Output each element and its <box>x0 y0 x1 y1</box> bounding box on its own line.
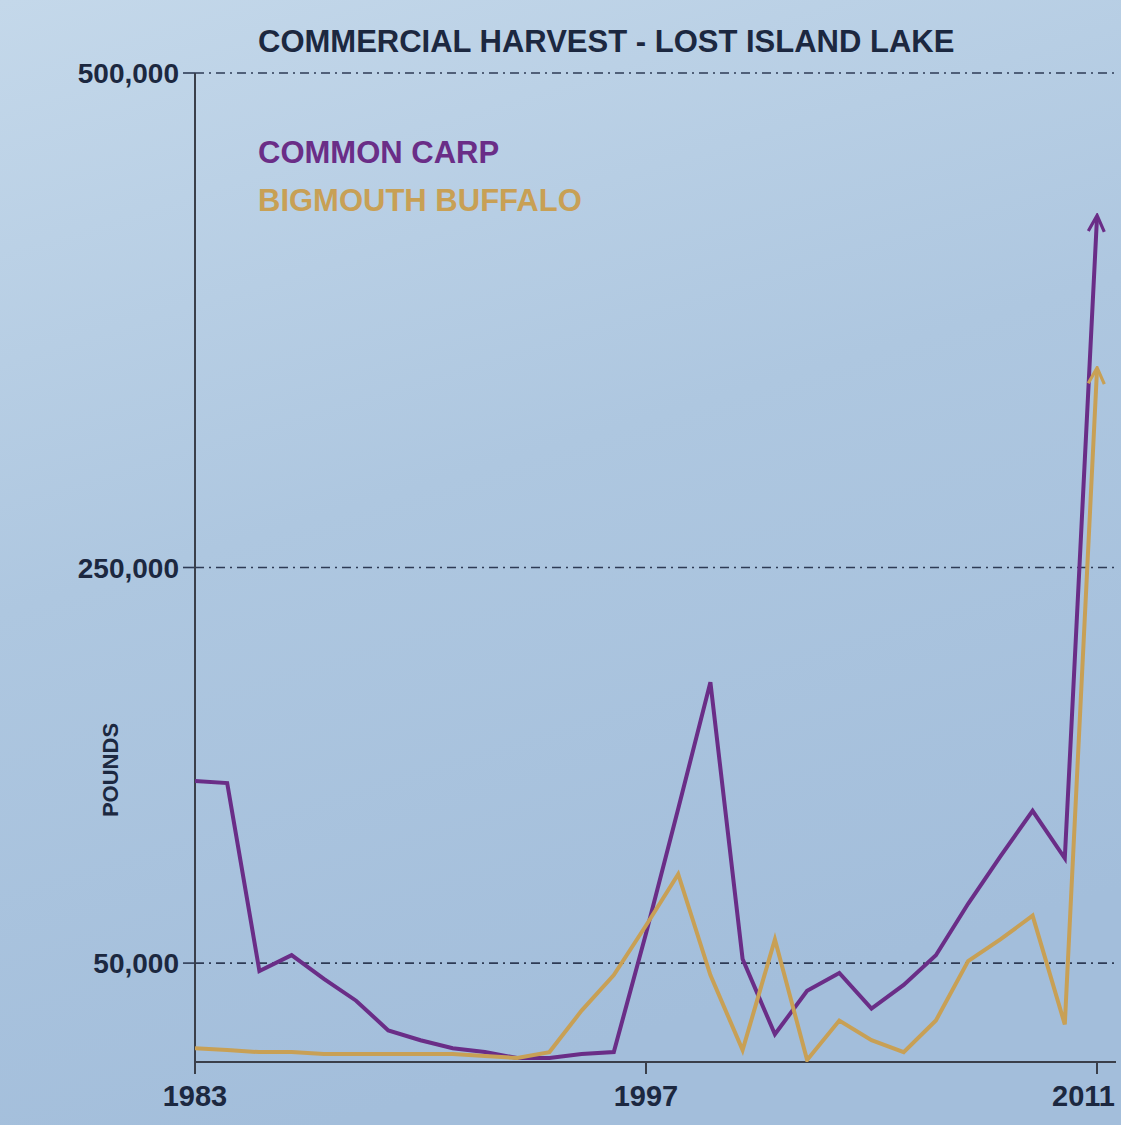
plot-area <box>195 217 1097 1060</box>
x-tick <box>645 1062 647 1074</box>
grid-line <box>195 567 1116 569</box>
background <box>0 0 1121 1125</box>
grid-line <box>195 72 1116 74</box>
y-tick <box>183 567 195 569</box>
title: COMMERCIAL HARVEST - LOST ISLAND LAKE <box>258 24 954 59</box>
x-axis <box>195 1061 1116 1063</box>
x-tick-label: 1997 <box>614 1080 679 1112</box>
chart: COMMERCIAL HARVEST - LOST ISLAND LAKE 50,… <box>0 0 1121 1125</box>
x-tick <box>1096 1062 1098 1074</box>
series-line <box>195 370 1097 1060</box>
y-axis-title: POUNDS <box>98 723 123 817</box>
y-axis <box>194 73 196 1062</box>
x-tick-label: 2011 <box>1052 1080 1115 1112</box>
grid-line <box>195 962 1116 964</box>
y-tick-label: 250,000 <box>78 553 179 584</box>
series-line <box>195 217 1097 1058</box>
x-tick-label: 1983 <box>163 1080 228 1112</box>
y-tick <box>183 962 195 964</box>
legend-entry: COMMON CARP <box>258 135 499 170</box>
x-tick <box>194 1062 196 1074</box>
y-tick-label: 500,000 <box>78 58 179 89</box>
y-tick <box>183 72 195 74</box>
y-tick-label: 50,000 <box>93 948 179 979</box>
legend-entry: BIGMOUTH BUFFALO <box>258 183 582 218</box>
